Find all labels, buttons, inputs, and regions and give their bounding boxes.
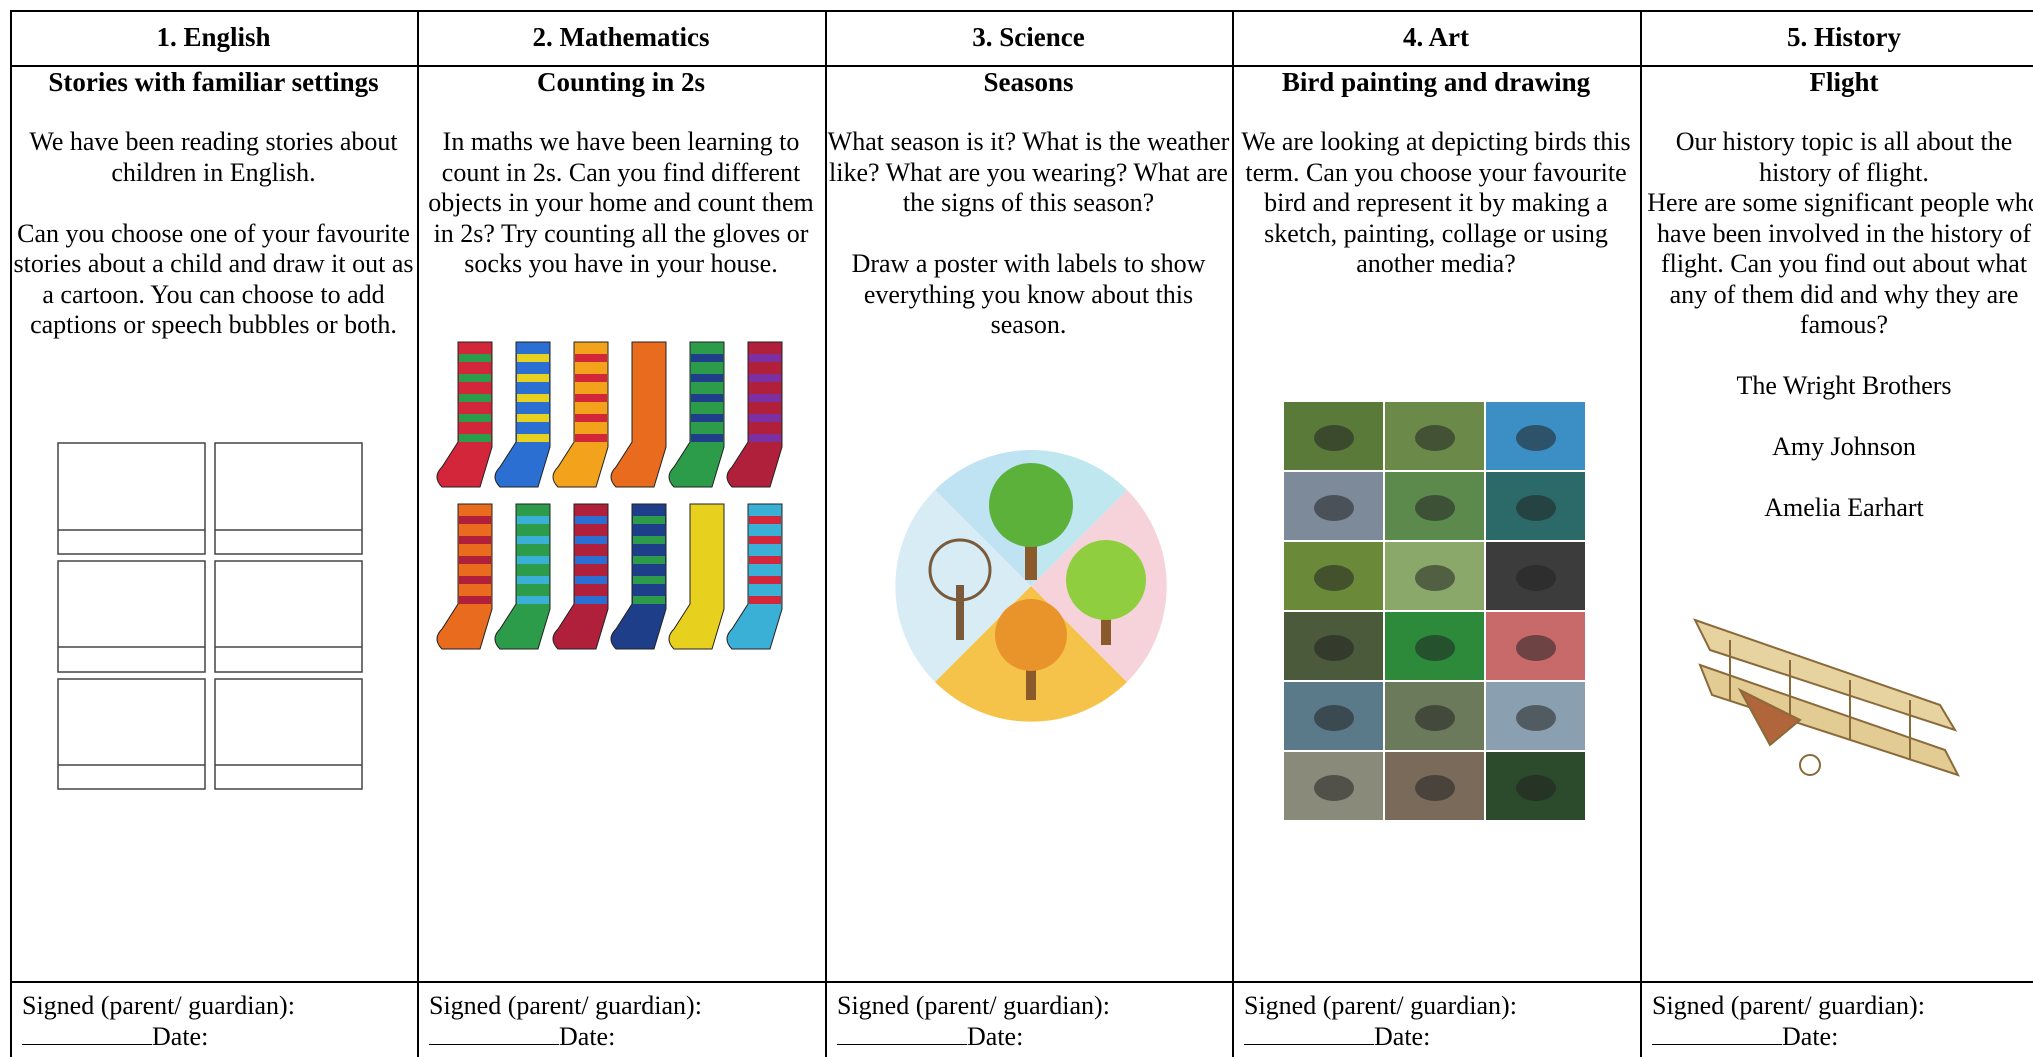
column-body: We have been reading stories about child… <box>10 127 417 371</box>
row-rule <box>10 10 2033 12</box>
date-label: Date: <box>152 1022 209 1051</box>
signature-blank <box>22 1022 152 1045</box>
signed-label: Signed (parent/ guardian): <box>1244 991 1517 1020</box>
column-heading: 3. Science <box>972 22 1085 52</box>
paragraph: We have been reading stories about child… <box>29 127 398 187</box>
signature: Signed (parent/ guardian): Date: <box>22 990 295 1052</box>
column-subheading: Seasons <box>983 67 1074 97</box>
paragraph: The Wright Brothers <box>1736 371 1952 400</box>
signature: Signed (parent/ guardian): Date: <box>1244 990 1517 1052</box>
date-label: Date: <box>1374 1022 1431 1051</box>
column-rule <box>1232 10 1234 1057</box>
date-label: Date: <box>559 1022 616 1051</box>
plane-image <box>1693 618 1961 777</box>
column-subheading: Stories with familiar settings <box>48 67 379 97</box>
birds-image <box>1284 402 1585 820</box>
signed-label: Signed (parent/ guardian): <box>22 991 295 1020</box>
column-heading: 5. History <box>1787 22 1901 52</box>
column: 1. English Stories with familiar settings… <box>10 0 417 1057</box>
signature-blank <box>1244 1022 1374 1045</box>
column-rule <box>1640 10 1642 1057</box>
signature: Signed (parent/ guardian): Date: <box>1652 990 1925 1052</box>
date-line: Date: <box>429 1021 702 1052</box>
cartoon-template <box>57 442 363 790</box>
column-subheading: Flight <box>1809 67 1879 97</box>
column-body: What season is it? What is the weather l… <box>825 127 1232 371</box>
row-rule <box>10 981 2033 983</box>
signature: Signed (parent/ guardian): Date: <box>429 990 702 1052</box>
date-line: Date: <box>1244 1021 1517 1052</box>
signed-label: Signed (parent/ guardian): <box>429 991 702 1020</box>
column-heading: 1. English <box>156 22 271 52</box>
date-label: Date: <box>1782 1022 1839 1051</box>
column-subheading: Bird painting and drawing <box>1281 67 1591 97</box>
signature: Signed (parent/ guardian): Date: <box>837 990 1110 1052</box>
paragraph: Amelia Earhart <box>1764 493 1924 522</box>
column-rule <box>10 10 12 1057</box>
column-subheading: Counting in 2s <box>536 67 706 97</box>
signed-label: Signed (parent/ guardian): <box>1652 991 1925 1020</box>
column: 5. History Flight Our history topic is all… <box>1640 0 2033 1057</box>
paragraph: Amy Johnson <box>1772 432 1916 461</box>
column: 4. Art Bird painting and drawing We are lo… <box>1232 0 1640 1057</box>
column-heading: 4. Art <box>1403 22 1469 52</box>
signature-blank <box>837 1022 967 1045</box>
signature-blank <box>429 1022 559 1045</box>
column-body: Our history topic is all about the histo… <box>1640 127 2033 554</box>
signature-blank <box>1652 1022 1782 1045</box>
date-line: Date: <box>22 1021 295 1052</box>
paragraph: What season is it? What is the weather l… <box>827 127 1230 217</box>
paragraph: We are looking at depicting birds this t… <box>1241 127 1631 278</box>
column-rule <box>825 10 827 1057</box>
column: 3. Science Seasons What season is it? What… <box>825 0 1232 1057</box>
column-body: We are looking at depicting birds this t… <box>1232 127 1640 310</box>
row-rule <box>10 65 2033 67</box>
paragraph: Draw a poster with labels to show everyt… <box>851 249 1206 339</box>
paragraph: Our history topic is all about the histo… <box>1647 127 2033 339</box>
date-label: Date: <box>967 1022 1024 1051</box>
paragraph: Can you choose one of your favourite sto… <box>13 218 414 340</box>
column: 2. Mathematics Counting in 2s In maths we … <box>417 0 825 1057</box>
signed-label: Signed (parent/ guardian): <box>837 991 1110 1020</box>
socks-image <box>436 341 783 650</box>
date-line: Date: <box>837 1021 1110 1052</box>
seasons-image <box>895 450 1167 722</box>
paragraph: In maths we have been learning to count … <box>428 127 814 278</box>
column-rule <box>417 10 419 1057</box>
column-body: In maths we have been learning to count … <box>417 127 825 310</box>
column-heading: 2. Mathematics <box>532 22 710 52</box>
date-line: Date: <box>1652 1021 1925 1052</box>
